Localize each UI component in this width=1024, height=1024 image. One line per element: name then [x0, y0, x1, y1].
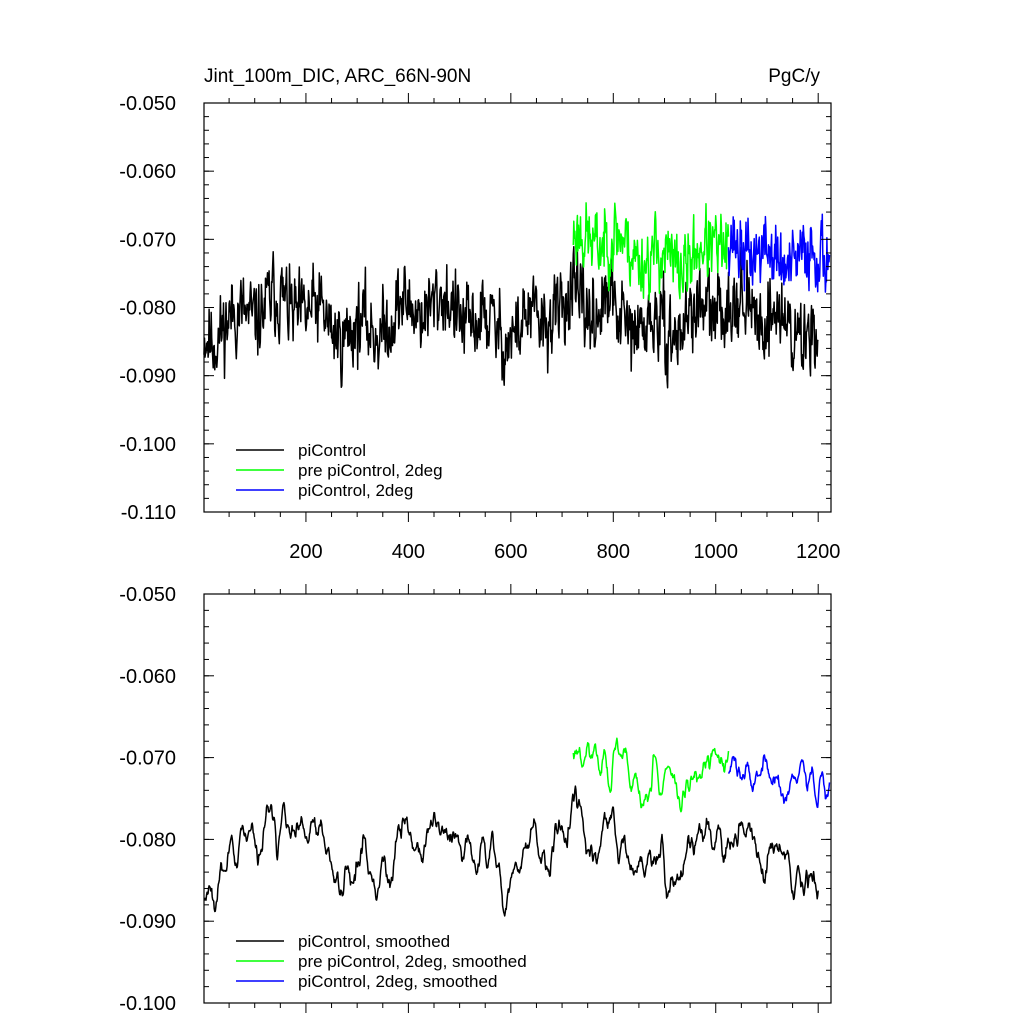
legend-label-0-2: piControl, 2deg — [298, 481, 413, 500]
ytick-label-0-4: -0.090 — [119, 366, 176, 388]
xtick-label-0-2: 600 — [494, 541, 527, 563]
ytick-label-1-4: -0.090 — [119, 911, 176, 933]
ytick-label-1-5: -0.100 — [119, 993, 176, 1015]
top-plot-frame — [203, 102, 832, 513]
ytick-label-0-5: -0.100 — [119, 434, 176, 456]
ytick-label-0-6: -0.110 — [121, 502, 176, 524]
ytick-label-1-2: -0.070 — [119, 748, 176, 770]
legend-label-1-1: pre piControl, 2deg, smoothed — [298, 952, 527, 971]
ytick-label-0-1: -0.060 — [119, 161, 176, 183]
xtick-label-0-4: 1000 — [693, 541, 738, 563]
bottom-panel: -0.050 -0.060 -0.070 -0.080 -0.090 -0.100 piC… — [119, 584, 832, 1015]
xtick-label-0-1: 400 — [392, 541, 425, 563]
series-line-0-2 — [727, 213, 831, 293]
series-line-0-1 — [572, 202, 730, 301]
ytick-label-1-3: -0.080 — [119, 829, 176, 851]
legend-label-0-0: piControl — [298, 441, 366, 460]
series-line-1-2 — [727, 754, 831, 809]
ytick-label-0-2: -0.070 — [119, 229, 176, 251]
top-panel: Jint_100m_DIC, ARC_66N-90N PgC/y -0.050-… — [119, 66, 840, 563]
ytick-label-1-1: -0.060 — [119, 666, 176, 688]
legend-label-1-0: piControl, smoothed — [298, 932, 450, 951]
series-line-1-1 — [572, 737, 730, 813]
series-line-0-0 — [203, 245, 819, 389]
bottom-axes: -0.050 -0.060 -0.070 -0.080 -0.090 -0.100 — [119, 584, 831, 1015]
bottom-plot-frame — [203, 593, 832, 1004]
ytick-label-0-3: -0.080 — [119, 298, 176, 320]
legend-label-1-2: piControl, 2deg, smoothed — [298, 972, 497, 991]
ytick-label-0-0: -0.050 — [119, 93, 176, 115]
xtick-label-0-5: 1200 — [796, 541, 841, 563]
chart-title-left: Jint_100m_DIC, ARC_66N-90N — [204, 66, 471, 87]
series-line-1-0 — [203, 785, 819, 917]
xtick-label-0-3: 800 — [597, 541, 630, 563]
top-series-group — [203, 202, 831, 389]
chart-units-label: PgC/y — [768, 66, 820, 87]
legend-label-0-1: pre piControl, 2deg — [298, 461, 443, 480]
top-axes: -0.050 -0.060 -0.070 -0.080 -0.090 -0.100 -0.1… — [119, 93, 840, 563]
bottom-series-group — [203, 737, 831, 917]
xtick-label-0-0: 200 — [289, 541, 322, 563]
ytick-label-1-0: -0.050 — [119, 584, 176, 606]
